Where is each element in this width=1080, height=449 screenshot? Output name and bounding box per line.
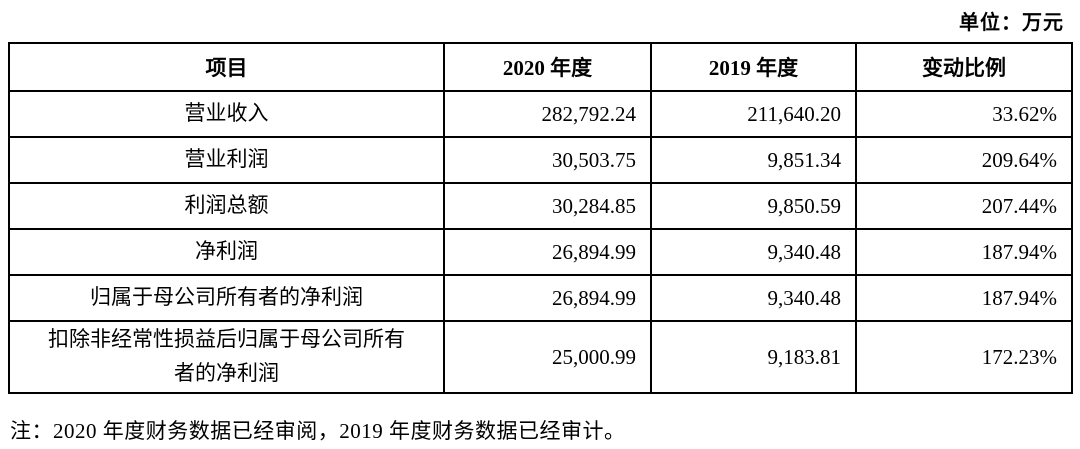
value-2019-cell: 9,340.48 bbox=[650, 228, 857, 276]
table-row: 营业利润 30,503.75 9,851.34 209.64% bbox=[8, 136, 1073, 184]
item-cell: 归属于母公司所有者的净利润 bbox=[8, 274, 445, 322]
header-2019: 2019 年度 bbox=[650, 42, 857, 92]
table-header-row: 项目 2020 年度 2019 年度 变动比例 bbox=[8, 42, 1073, 92]
value-2020-cell: 26,894.99 bbox=[443, 228, 652, 276]
value-2019-cell: 9,851.34 bbox=[650, 136, 857, 184]
change-ratio-cell: 187.94% bbox=[855, 228, 1073, 276]
value-2020-cell: 30,284.85 bbox=[443, 182, 652, 230]
unit-label: 单位：万元 bbox=[959, 12, 1064, 34]
change-ratio-cell: 172.23% bbox=[855, 320, 1073, 394]
value-2020-cell: 25,000.99 bbox=[443, 320, 652, 394]
item-label: 扣除非经常性损益后归属于母公司所有者的净利润 bbox=[48, 327, 405, 385]
value-2019-cell: 9,340.48 bbox=[650, 274, 857, 322]
value-2019-cell: 211,640.20 bbox=[650, 90, 857, 138]
item-cell: 营业利润 bbox=[8, 136, 445, 184]
table-row: 净利润 26,894.99 9,340.48 187.94% bbox=[8, 228, 1073, 276]
change-ratio-cell: 33.62% bbox=[855, 90, 1073, 138]
financial-comparison-table: 项目 2020 年度 2019 年度 变动比例 营业收入 282,792.24 … bbox=[8, 42, 1073, 394]
header-change-ratio: 变动比例 bbox=[855, 42, 1073, 92]
item-cell: 利润总额 bbox=[8, 182, 445, 230]
value-2020-cell: 282,792.24 bbox=[443, 90, 652, 138]
header-item: 项目 bbox=[8, 42, 445, 92]
table-row: 利润总额 30,284.85 9,850.59 207.44% bbox=[8, 182, 1073, 230]
change-ratio-cell: 207.44% bbox=[855, 182, 1073, 230]
value-2019-cell: 9,183.81 bbox=[650, 320, 857, 394]
change-ratio-cell: 209.64% bbox=[855, 136, 1073, 184]
table-row: 营业收入 282,792.24 211,640.20 33.62% bbox=[8, 90, 1073, 138]
value-2020-cell: 30,503.75 bbox=[443, 136, 652, 184]
table-row: 归属于母公司所有者的净利润 26,894.99 9,340.48 187.94% bbox=[8, 274, 1073, 322]
audit-note: 注：2020 年度财务数据已经审阅，2019 年度财务数据已经审计。 bbox=[10, 419, 626, 443]
value-2019-cell: 9,850.59 bbox=[650, 182, 857, 230]
value-2020-cell: 26,894.99 bbox=[443, 274, 652, 322]
item-cell: 扣除非经常性损益后归属于母公司所有者的净利润 bbox=[8, 320, 445, 394]
header-2020: 2020 年度 bbox=[443, 42, 652, 92]
item-cell: 净利润 bbox=[8, 228, 445, 276]
table-row: 扣除非经常性损益后归属于母公司所有者的净利润 25,000.99 9,183.8… bbox=[8, 320, 1073, 394]
change-ratio-cell: 187.94% bbox=[855, 274, 1073, 322]
item-cell: 营业收入 bbox=[8, 90, 445, 138]
